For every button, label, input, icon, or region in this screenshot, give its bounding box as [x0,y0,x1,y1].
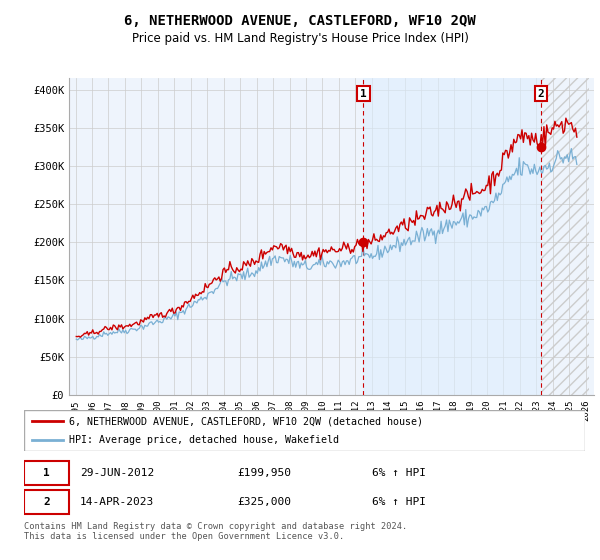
Text: Contains HM Land Registry data © Crown copyright and database right 2024.
This d: Contains HM Land Registry data © Crown c… [24,522,407,542]
Text: HPI: Average price, detached house, Wakefield: HPI: Average price, detached house, Wake… [69,435,339,445]
Text: 29-JUN-2012: 29-JUN-2012 [80,468,154,478]
FancyBboxPatch shape [24,461,69,486]
FancyBboxPatch shape [24,490,69,515]
Text: 14-APR-2023: 14-APR-2023 [80,497,154,507]
Text: 2: 2 [538,88,545,99]
Bar [364,78,541,395]
Text: 2: 2 [43,497,50,507]
Text: 6, NETHERWOOD AVENUE, CASTLEFORD, WF10 2QW (detached house): 6, NETHERWOOD AVENUE, CASTLEFORD, WF10 2… [69,417,423,426]
Text: 6% ↑ HPI: 6% ↑ HPI [372,468,426,478]
Text: 6% ↑ HPI: 6% ↑ HPI [372,497,426,507]
Bar [541,78,589,395]
Text: 6, NETHERWOOD AVENUE, CASTLEFORD, WF10 2QW: 6, NETHERWOOD AVENUE, CASTLEFORD, WF10 2… [124,14,476,28]
Text: £325,000: £325,000 [237,497,291,507]
Text: £199,950: £199,950 [237,468,291,478]
Text: 1: 1 [43,468,50,478]
Text: Price paid vs. HM Land Registry's House Price Index (HPI): Price paid vs. HM Land Registry's House … [131,32,469,45]
Bar [541,78,589,395]
Text: 1: 1 [360,88,367,99]
